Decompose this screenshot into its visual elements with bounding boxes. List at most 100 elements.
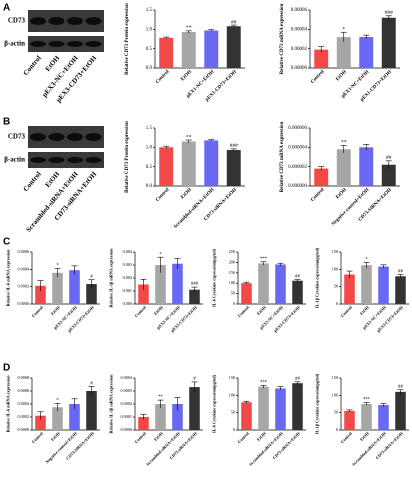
y-tick-label: 0.00004 (291, 27, 308, 32)
significance: ### (191, 282, 199, 287)
panel-label: D (3, 363, 10, 374)
blot-band (30, 133, 46, 141)
significance: * (342, 26, 345, 32)
y-tick-label: 0.5 (146, 47, 153, 52)
bar (189, 289, 200, 304)
blot-band (67, 17, 83, 25)
y-axis-title: IL-6 Cytokine expression(pg/ml) (211, 374, 216, 433)
y-tick-label: 0.001 (123, 288, 132, 293)
x-tick-label: Control (134, 430, 148, 444)
y-axis-title: IL-1β Cytokine expression(pg/ml) (314, 373, 319, 434)
lane-label: Control (22, 170, 43, 193)
y-tick-label: 0.003 (123, 262, 132, 267)
y-tick-label: 0.0006 (17, 249, 29, 254)
blot-band-label: β-actin (4, 40, 25, 48)
bar (181, 32, 196, 68)
x-tick-label: Control (155, 69, 171, 85)
y-tick-label: 100 (332, 266, 338, 271)
blot-band (48, 41, 65, 47)
bar (204, 140, 219, 186)
bar (35, 285, 46, 304)
bar (69, 270, 80, 304)
y-tick-label: 100 (332, 392, 338, 397)
blot-band-label: CD73 (8, 17, 26, 25)
bar (204, 30, 219, 69)
x-tick-label: EtOH (256, 430, 268, 442)
blot-band (85, 17, 102, 25)
significance: *** (260, 257, 268, 262)
blot-band (30, 41, 46, 47)
bar (292, 280, 303, 304)
y-tick-label: 0.000 (123, 301, 132, 306)
lane-label: Control (22, 54, 43, 77)
y-axis-title: Relative IL-1β mRNA expression (108, 248, 113, 308)
bar (241, 283, 252, 304)
significance: ## (386, 155, 392, 161)
bar (314, 168, 329, 186)
blot-band (48, 17, 65, 25)
y-axis-title: Relative CD73 mRNA expression (280, 121, 285, 192)
bar (52, 272, 63, 304)
x-tick-label: Control (310, 69, 326, 85)
bar (138, 284, 149, 304)
panel-label: B (3, 117, 10, 128)
significance: * (365, 257, 368, 262)
y-tick-label: 0 (336, 301, 338, 306)
x-tick-label: EtOH (180, 70, 193, 83)
x-tick-label: Negative control+EtOH (44, 430, 78, 464)
y-axis-title: Relative CD73 mRNA expression (280, 3, 285, 74)
blot-band-box (28, 36, 104, 52)
bar (395, 276, 406, 304)
bar (275, 264, 286, 304)
lane-label: EtOH (44, 170, 62, 189)
blot-band-box (28, 152, 104, 168)
y-axis-title: Relative CD73 Protein expression (125, 121, 130, 193)
x-tick-label: EtOH (335, 70, 348, 83)
y-tick-label: 0.5 (146, 165, 153, 170)
bar (226, 26, 241, 69)
significance: ** (158, 395, 163, 400)
x-tick-label: Control (310, 187, 326, 203)
significance: ** (186, 134, 192, 140)
bar (378, 405, 389, 430)
y-tick-label: 100 (229, 280, 235, 285)
y-tick-label: 0.000004 (288, 145, 307, 150)
y-tick-label: 50 (334, 410, 338, 415)
y-tick-label: 0.00000 (291, 66, 308, 71)
bar (226, 150, 241, 186)
x-tick-label: Control (237, 430, 251, 444)
blot-band (85, 133, 102, 141)
y-axis-title: Relative IL-6 mRNA expression (5, 249, 10, 306)
x-tick-label: Control (155, 187, 171, 203)
significance: ** (341, 140, 347, 146)
significance: ## (295, 377, 300, 382)
bar (359, 37, 374, 68)
bar (35, 415, 46, 430)
y-tick-label: 0.0004 (120, 375, 132, 380)
y-tick-label: 0.002 (123, 275, 132, 280)
bar (258, 386, 269, 430)
bar (155, 404, 166, 430)
x-tick-label: Negative control+EtOH (331, 188, 370, 227)
bar (86, 391, 97, 430)
significance: ## (398, 385, 403, 390)
bar (292, 383, 303, 430)
y-tick-label: 0.0000 (120, 427, 132, 432)
bar (361, 265, 372, 304)
y-tick-label: 200 (229, 259, 235, 264)
y-tick-label: 0.0002 (17, 284, 29, 289)
blot-band (30, 17, 46, 25)
significance: ## (398, 270, 403, 275)
significance: # (193, 377, 196, 382)
blot-band (30, 157, 46, 163)
bar (381, 17, 396, 68)
y-tick-label: 0.0004 (17, 266, 29, 271)
y-tick-label: 50 (231, 291, 235, 296)
y-tick-label: 0.0001 (120, 414, 132, 419)
y-tick-label: 0.0008 (17, 375, 29, 380)
significance: *** (363, 398, 371, 403)
significance: ** (186, 25, 192, 31)
blot-band (85, 157, 102, 163)
significance: * (56, 398, 59, 403)
